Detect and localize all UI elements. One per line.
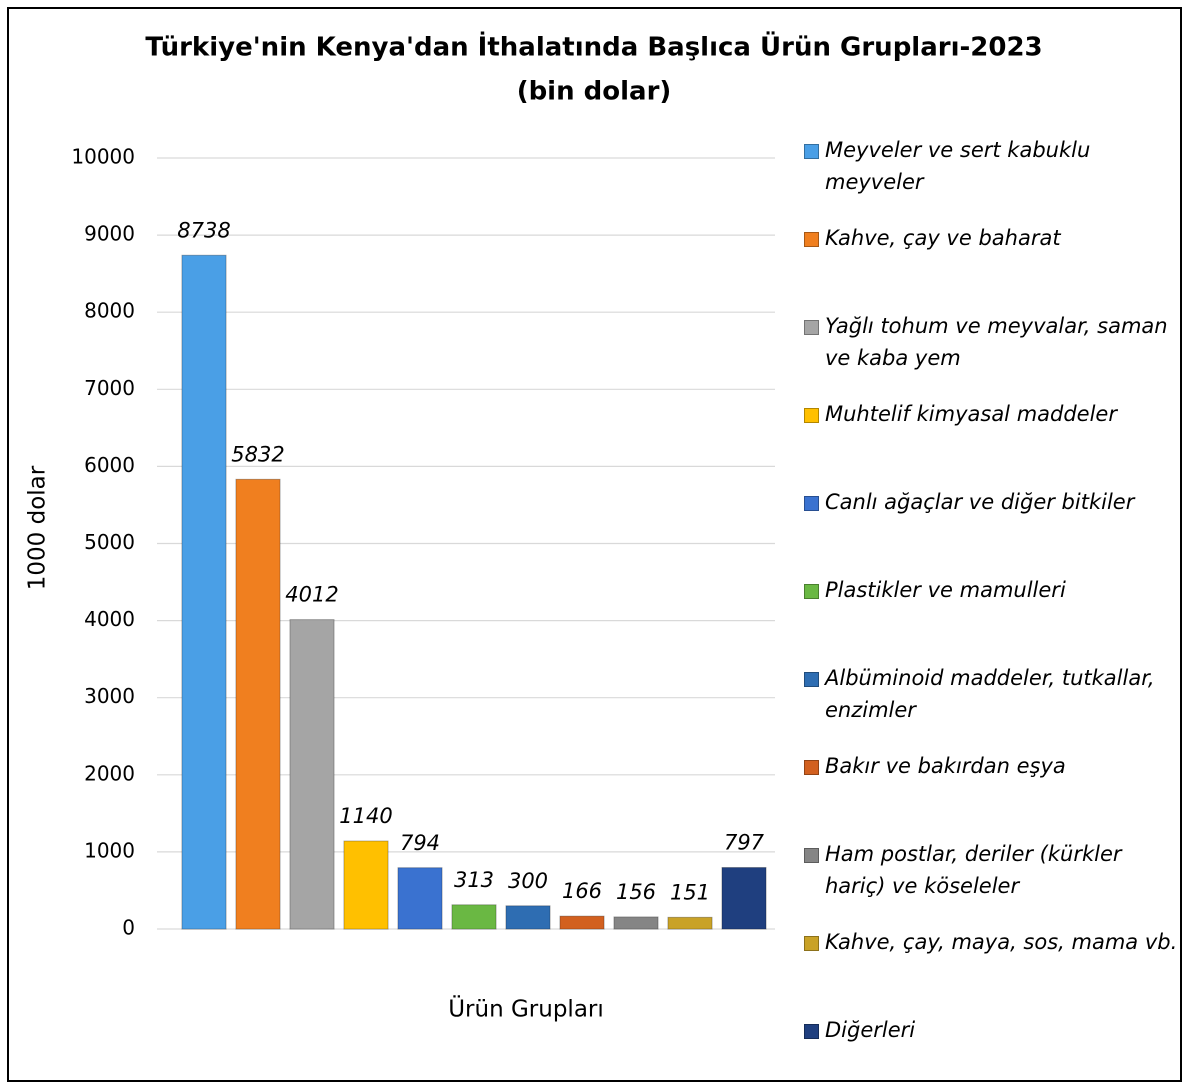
value-label: 313 bbox=[454, 868, 494, 892]
legend-item: Meyveler ve sert kabuklu meyveler bbox=[804, 134, 1180, 198]
bar-shade bbox=[722, 867, 766, 929]
legend-label: Bakır ve bakırdan eşya bbox=[825, 754, 1066, 778]
legend-item: Albüminoid maddeler, tutkallar, enzimler bbox=[804, 662, 1180, 726]
bar-shade bbox=[668, 917, 712, 929]
bar-shade bbox=[182, 255, 226, 930]
value-label: 8738 bbox=[177, 218, 230, 242]
legend-label: Yağlı tohum ve meyvalar, saman ve kaba y… bbox=[825, 314, 1168, 370]
value-label: 4012 bbox=[285, 583, 338, 607]
y-tick-label: 4000 bbox=[84, 607, 135, 631]
x-axis-title: Ürün Grupları bbox=[448, 995, 604, 1023]
legend-swatch bbox=[804, 320, 819, 335]
y-tick-label: 5000 bbox=[84, 530, 135, 554]
legend-label: Ham postlar, deriler (kürkler hariç) ve … bbox=[825, 842, 1122, 898]
legend-item: Canlı ağaçlar ve diğer bitkiler bbox=[804, 486, 1180, 518]
legend-item: Diğerleri bbox=[804, 1014, 1180, 1046]
bar-shade bbox=[344, 841, 388, 929]
value-label: 797 bbox=[724, 831, 765, 855]
legend-swatch bbox=[804, 232, 819, 247]
value-label: 300 bbox=[508, 869, 548, 893]
y-tick-label: 7000 bbox=[84, 376, 135, 400]
legend-label: Kahve, çay ve baharat bbox=[825, 226, 1061, 250]
value-label: 156 bbox=[616, 880, 656, 904]
y-tick-label: 10000 bbox=[71, 145, 135, 169]
y-tick-label: 0 bbox=[122, 916, 135, 940]
bar-shade bbox=[506, 905, 550, 929]
chart-border bbox=[7, 7, 1182, 1082]
legend-label: Plastikler ve mamulleri bbox=[825, 578, 1066, 602]
legend-label: Albüminoid maddeler, tutkallar, enzimler bbox=[825, 666, 1155, 722]
value-label: 1140 bbox=[339, 804, 392, 828]
legend-swatch bbox=[804, 584, 819, 599]
y-tick-label: 8000 bbox=[84, 299, 135, 323]
legend-swatch bbox=[804, 672, 819, 687]
legend-item: Ham postlar, deriler (kürkler hariç) ve … bbox=[804, 838, 1180, 902]
legend-item: Kahve, çay ve baharat bbox=[804, 222, 1180, 254]
bar-shade bbox=[560, 916, 604, 929]
legend-swatch bbox=[804, 144, 819, 159]
legend-item: Bakır ve bakırdan eşya bbox=[804, 750, 1180, 782]
bar-shade bbox=[452, 904, 496, 929]
legend-swatch bbox=[804, 496, 819, 511]
y-axis-title: 1000 dolar bbox=[25, 465, 51, 590]
legend-item: Plastikler ve mamulleri bbox=[804, 574, 1180, 606]
legend-item: Muhtelif kimyasal maddeler bbox=[804, 398, 1180, 430]
chart-subtitle: (bin dolar) bbox=[517, 77, 672, 107]
legend-swatch bbox=[804, 848, 819, 863]
legend-label: Meyveler ve sert kabuklu meyveler bbox=[825, 138, 1091, 194]
chart-title: Türkiye'nin Kenya'dan İthalatında Başlıc… bbox=[145, 30, 1042, 63]
y-tick-label: 2000 bbox=[84, 761, 135, 785]
bar-shade bbox=[398, 867, 442, 929]
legend-label: Muhtelif kimyasal maddeler bbox=[825, 402, 1117, 426]
legend-swatch bbox=[804, 408, 819, 423]
legend-item: Yağlı tohum ve meyvalar, saman ve kaba y… bbox=[804, 310, 1180, 374]
legend-label: Kahve, çay, maya, sos, mama vb. bbox=[825, 930, 1178, 954]
value-label: 794 bbox=[400, 831, 440, 855]
bar-shade bbox=[236, 479, 280, 929]
value-label: 166 bbox=[562, 879, 602, 903]
legend-swatch bbox=[804, 936, 819, 951]
y-tick-label: 1000 bbox=[84, 838, 135, 862]
legend-swatch bbox=[804, 760, 819, 775]
bar-shade bbox=[614, 916, 658, 929]
legend-label: Diğerleri bbox=[825, 1018, 916, 1042]
value-label: 5832 bbox=[231, 442, 284, 466]
value-label: 151 bbox=[670, 880, 710, 904]
legend-item: Kahve, çay, maya, sos, mama vb. bbox=[804, 926, 1180, 958]
y-tick-label: 3000 bbox=[84, 684, 135, 708]
legend-label: Canlı ağaçlar ve diğer bitkiler bbox=[825, 490, 1135, 514]
y-tick-label: 9000 bbox=[84, 222, 135, 246]
y-tick-label: 6000 bbox=[84, 453, 135, 477]
legend-swatch bbox=[804, 1024, 819, 1039]
bar-shade bbox=[290, 619, 334, 929]
